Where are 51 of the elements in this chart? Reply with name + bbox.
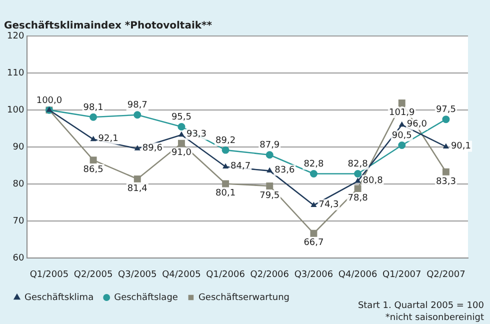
y-tick-label: 110: [6, 68, 24, 78]
x-tick-label: Q2/2005: [74, 270, 113, 280]
data-label: 79,5: [260, 190, 280, 201]
data-label: 81,4: [127, 184, 148, 194]
data-label: 98,1: [83, 102, 104, 113]
y-tick-label: 60: [12, 254, 24, 264]
data-label: 98,7: [127, 100, 148, 111]
data-label: 87,9: [260, 140, 280, 151]
data-label: 82,8: [304, 160, 324, 170]
data-label: 96,0: [406, 120, 428, 130]
text: Start 1. Quartal 2005 = 100: [358, 300, 484, 311]
y-tick-label: 80: [12, 179, 24, 190]
data-label: 93,3: [186, 130, 207, 140]
data-label: 66,7: [304, 238, 324, 248]
data-label: 90,1: [450, 142, 472, 152]
data-label: 89,6: [142, 143, 163, 154]
data-label: 83,3: [436, 176, 456, 187]
x-tick-label: Q1/2005: [30, 270, 69, 280]
data-label: 80,8: [362, 176, 384, 186]
legend-label: Geschäftsklima: [24, 292, 94, 303]
data-label: 89,2: [216, 136, 236, 146]
data-label: 97,5: [436, 105, 456, 116]
y-tick-label: 120: [6, 31, 24, 42]
x-tick-label: Q2/2007: [426, 270, 466, 280]
y-tick-label: 70: [12, 216, 24, 227]
x-tick-label: Q2/2006: [250, 270, 290, 280]
legend-label: Geschäftslage: [114, 292, 178, 303]
x-tick-label: Q4/2006: [338, 270, 378, 280]
y-tick-label: 100: [6, 105, 24, 116]
data-label: 101,9: [388, 108, 416, 118]
x-tick-label: Q1/2006: [206, 270, 246, 280]
y-tick-label: 90: [12, 142, 24, 152]
x-tick-label: Q3/2006: [294, 270, 334, 280]
data-label: 82,8: [348, 160, 368, 170]
data-label: 80,1: [216, 188, 236, 199]
legend-label: Geschäftserwartung: [198, 292, 290, 303]
data-label: 91,0: [171, 148, 192, 158]
x-tick-label: Q4/2005: [162, 270, 201, 280]
data-label: 92,1: [98, 134, 118, 144]
data-label: 84,7: [230, 162, 251, 172]
data-label: 78,8: [348, 193, 368, 204]
data-label: 100,0: [36, 96, 62, 106]
x-tick-label: Q1/2007: [382, 270, 422, 280]
data-label: 86,5: [83, 164, 104, 175]
data-label: 83,6: [274, 166, 295, 176]
chart-title: Geschäftsklimaindex *Photovoltaik**: [4, 20, 213, 32]
data-label: 95,5: [171, 112, 192, 123]
text: *nicht saisonbereinigt: [385, 312, 484, 323]
x-tick-label: Q3/2005: [118, 270, 157, 280]
data-label: 74,3: [318, 200, 339, 210]
data-label: 90,5: [392, 131, 412, 142]
